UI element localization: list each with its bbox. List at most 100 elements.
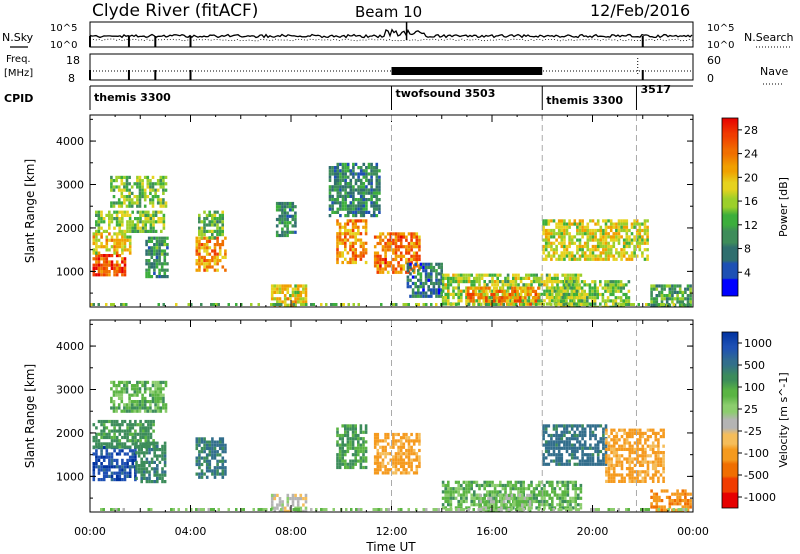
power-cell: [602, 241, 605, 245]
power-cell: [163, 252, 167, 256]
velocity-cell: [208, 459, 212, 463]
velocity-cell: [625, 438, 629, 442]
velocity-cell: [589, 456, 592, 460]
power-cell: [281, 205, 284, 209]
velocity-cell: [671, 508, 674, 512]
velocity-cell: [125, 406, 129, 410]
power-cell: [673, 290, 677, 294]
velocity-cell: [545, 480, 549, 484]
velocity-cell: [153, 470, 156, 474]
velocity-cell: [522, 508, 525, 511]
power-cell: [614, 280, 618, 284]
power-cell: [573, 241, 577, 245]
power-cell: [283, 208, 287, 212]
power-cell: [281, 208, 284, 212]
power-cell: [606, 283, 610, 287]
power-cell: [432, 288, 436, 292]
velocity-cell: [591, 424, 595, 428]
velocity-cell: [338, 453, 342, 457]
power-cell: [538, 302, 541, 306]
power-cell: [338, 225, 342, 229]
power-cell: [112, 185, 116, 189]
power-cell: [157, 210, 160, 214]
power-cell: [217, 303, 220, 306]
power-cell: [276, 284, 279, 288]
power-cell: [646, 248, 649, 252]
power-cell: [273, 297, 277, 301]
velocity-cell: [631, 428, 634, 432]
power-cell: [531, 289, 535, 293]
power-cell: [415, 235, 419, 239]
power-cell: [138, 201, 142, 205]
power-cell: [278, 221, 282, 225]
power-cell: [524, 302, 527, 306]
power-cell: [586, 228, 590, 233]
power-cell: [205, 217, 209, 221]
velocity-cell: [602, 430, 605, 434]
velocity-cell: [150, 460, 154, 464]
velocity-cell: [377, 508, 380, 511]
velocity-cell: [555, 443, 558, 447]
power-cell: [150, 252, 154, 256]
power-cell: [617, 289, 620, 293]
velocity-cell: [134, 439, 137, 443]
velocity-cell: [415, 458, 419, 462]
velocity-cell: [502, 503, 506, 507]
power-cell: [257, 303, 260, 306]
freq-label: Freq.: [6, 54, 31, 65]
velocity-cell: [128, 423, 132, 427]
power-cell: [341, 185, 345, 189]
power-cell: [552, 228, 556, 233]
power-cell: [573, 219, 577, 223]
power-cell: [472, 286, 475, 290]
power-cell: [681, 297, 685, 301]
velocity-cell: [153, 451, 156, 455]
velocity-cell: [386, 436, 390, 440]
power-cell: [304, 297, 308, 301]
power-cell: [283, 211, 287, 215]
power-cell: [294, 214, 297, 218]
velocity-cell: [151, 390, 155, 394]
velocity-cell: [128, 458, 132, 462]
power-cell: [110, 213, 114, 217]
velocity-cell: [560, 430, 564, 434]
power-cell: [414, 275, 417, 279]
velocity-cell: [134, 423, 137, 427]
velocity-cell: [599, 462, 603, 466]
power-cell: [100, 257, 103, 261]
power-cell: [289, 297, 292, 301]
velocity-cell: [133, 390, 137, 394]
power-cell: [542, 225, 545, 229]
velocity-cell: [198, 440, 201, 444]
power-cell: [470, 273, 473, 277]
velocity-cell: [152, 419, 155, 424]
power-cell: [352, 207, 355, 211]
power-cell: [339, 191, 342, 195]
power-cell: [372, 169, 376, 173]
velocity-cell: [131, 423, 135, 427]
power-cell: [120, 188, 124, 192]
power-cell: [100, 266, 103, 270]
velocity-cell: [158, 460, 162, 464]
power-cell: [367, 191, 371, 195]
velocity-cell: [444, 499, 447, 504]
velocity-cell: [636, 457, 639, 461]
velocity-cell: [565, 449, 569, 454]
velocity-cell: [565, 430, 569, 434]
power-cell: [352, 169, 355, 173]
velocity-cell: [291, 500, 295, 504]
power-cell: [485, 286, 488, 290]
velocity-cell: [519, 483, 523, 488]
power-cell: [594, 257, 597, 261]
velocity-cell: [125, 380, 129, 384]
power-cell: [540, 292, 544, 296]
power-cell: [212, 303, 215, 306]
velocity-cell: [620, 479, 624, 483]
power-cell: [304, 294, 308, 298]
power-cell: [128, 235, 132, 239]
velocity-cell: [200, 456, 204, 460]
power-cell: [525, 283, 528, 287]
velocity-cell: [392, 455, 395, 459]
power-cell: [579, 273, 583, 277]
velocity-cell: [110, 508, 113, 511]
